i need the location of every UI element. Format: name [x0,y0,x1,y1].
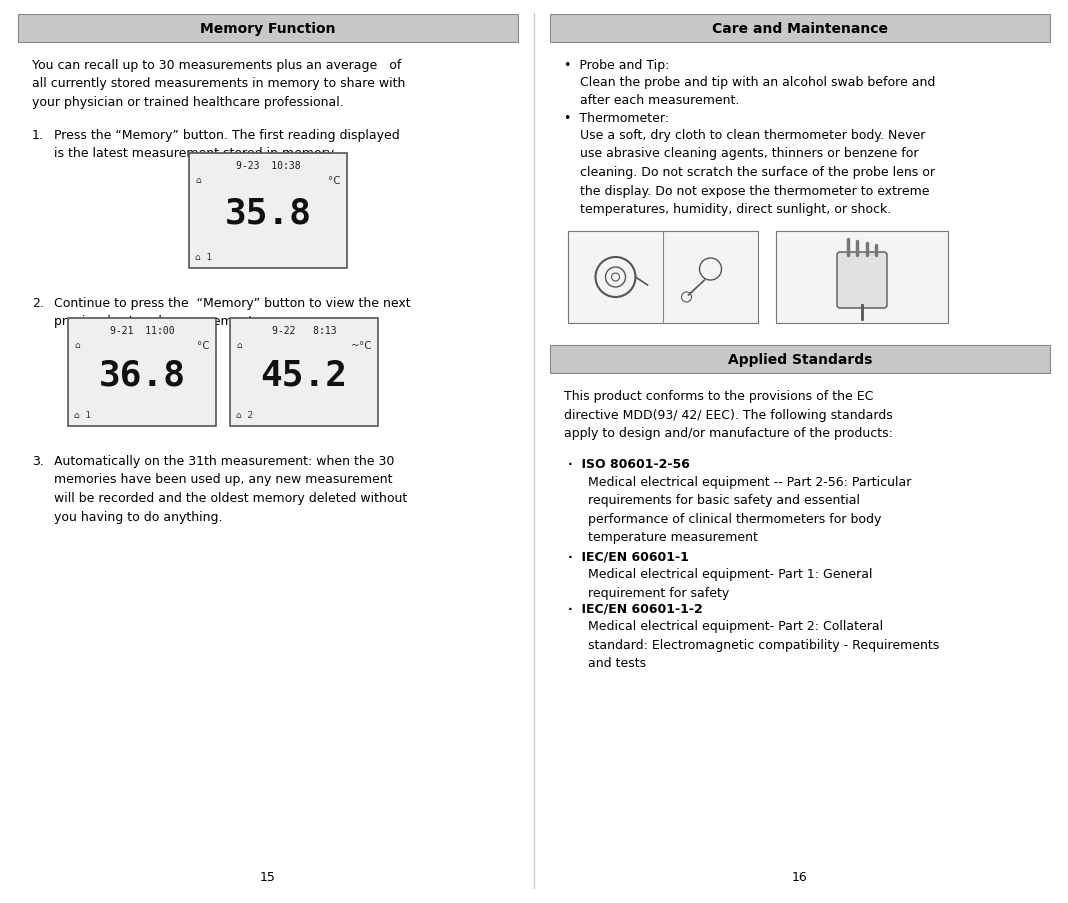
Text: ⌂: ⌂ [236,340,241,349]
Text: 45.2: 45.2 [261,358,347,392]
Bar [776,232,948,323]
Text: ⌂  1: ⌂ 1 [195,253,213,262]
Text: °C: °C [359,340,372,350]
Text: Continue to press the  “Memory” button to view the next
previously stored measur: Continue to press the “Memory” button to… [54,297,410,328]
Bar [550,15,1050,43]
Text: Clean the probe and tip with an alcohol swab before and
after each measurement.: Clean the probe and tip with an alcohol … [580,76,936,107]
Bar [568,232,758,323]
Bar [550,346,1050,374]
Text: 15: 15 [261,870,276,883]
Text: Memory Function: Memory Function [201,22,335,36]
Text: 1.: 1. [32,129,44,142]
Text: •  Probe and Tip:: • Probe and Tip: [564,59,670,72]
Bar [68,319,216,426]
Text: ·  IEC/EN 60601-1-2: · IEC/EN 60601-1-2 [568,601,703,614]
Bar [18,15,518,43]
Text: Medical electrical equipment- Part 1: General
requirement for safety: Medical electrical equipment- Part 1: Ge… [588,567,873,599]
Text: Use a soft, dry cloth to clean thermometer body. Never
use abrasive cleaning age: Use a soft, dry cloth to clean thermomet… [580,129,934,216]
Text: 16: 16 [792,870,807,883]
Bar [230,319,378,426]
Text: 36.8: 36.8 [98,358,186,392]
Text: 9-21  11:00: 9-21 11:00 [110,326,174,336]
Text: This product conforms to the provisions of the EC
directive MDD(93/ 42/ EEC). Th: This product conforms to the provisions … [564,389,893,440]
Text: 35.8: 35.8 [224,197,312,230]
FancyBboxPatch shape [837,253,888,309]
Text: ⌂  2: ⌂ 2 [236,411,253,420]
Text: You can recall up to 30 measurements plus an average   of
all currently stored m: You can recall up to 30 measurements plu… [32,59,406,109]
Text: 9-22   8:13: 9-22 8:13 [271,326,336,336]
Text: Automatically on the 31th measurement: when the 30
memories have been used up, a: Automatically on the 31th measurement: w… [54,454,407,523]
Text: Press the “Memory” button. The first reading displayed
is the latest measurement: Press the “Memory” button. The first rea… [54,129,399,161]
Text: ·  ISO 80601-2-56: · ISO 80601-2-56 [568,458,690,470]
Text: Medical electrical equipment -- Part 2-56: Particular
requirements for basic saf: Medical electrical equipment -- Part 2-5… [588,476,911,544]
Text: °C: °C [328,176,341,186]
Text: Care and Maintenance: Care and Maintenance [712,22,888,36]
Bar [189,154,347,269]
Text: •  Thermometer:: • Thermometer: [564,112,669,125]
Text: °C: °C [198,340,210,350]
Text: ⌂: ⌂ [195,176,201,185]
Text: ·  IEC/EN 60601-1: · IEC/EN 60601-1 [568,549,689,563]
Text: Medical electrical equipment- Part 2: Collateral
standard: Electromagnetic compa: Medical electrical equipment- Part 2: Co… [588,619,939,669]
Text: Applied Standards: Applied Standards [727,352,873,367]
Text: 9-23  10:38: 9-23 10:38 [236,161,300,171]
Text: 3.: 3. [32,454,44,468]
Text: ⌂  1: ⌂ 1 [74,411,91,420]
Text: ~: ~ [351,340,360,350]
Text: ⌂: ⌂ [74,340,80,349]
Text: 2.: 2. [32,297,44,310]
